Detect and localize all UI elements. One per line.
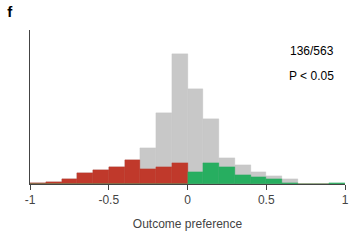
svg-text:0.5: 0.5 <box>258 193 275 207</box>
svg-text:0: 0 <box>184 193 191 207</box>
svg-text:1: 1 <box>342 193 349 207</box>
svg-text:136/563: 136/563 <box>290 44 334 58</box>
svg-text:-1: -1 <box>25 193 36 207</box>
svg-text:P < 0.05: P < 0.05 <box>289 69 334 83</box>
svg-text:Outcome preference: Outcome preference <box>133 217 243 231</box>
svg-text:f: f <box>7 3 13 20</box>
svg-text:-0.5: -0.5 <box>98 193 119 207</box>
